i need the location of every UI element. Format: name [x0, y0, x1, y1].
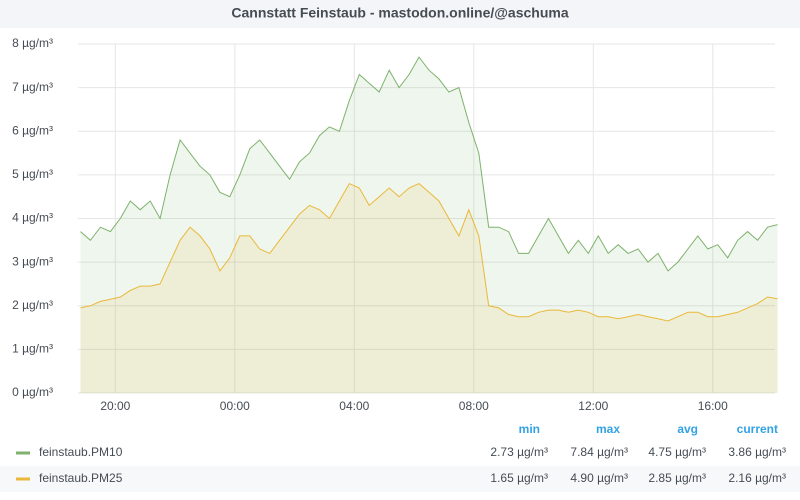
header-bar	[0, 0, 800, 28]
series-line	[80, 182, 778, 322]
area-fill	[80, 57, 778, 393]
legend-value: 4.75 µg/m³	[648, 445, 706, 459]
chart-title: Cannstatt Feinstaub - mastodon.online/@a…	[231, 5, 568, 21]
x-tick-label: 04:00	[339, 399, 369, 413]
legend-column-header: min	[519, 422, 540, 436]
y-tick-label: 3 µg/m³	[12, 254, 53, 268]
legend-value: 2.73 µg/m³	[490, 445, 548, 459]
legend-column-header: current	[737, 422, 778, 436]
y-tick-label: 5 µg/m³	[12, 167, 53, 181]
legend-column-header: max	[596, 422, 620, 436]
x-tick-label: 16:00	[698, 399, 728, 413]
y-tick-label: 0 µg/m³	[12, 385, 53, 399]
legend-value: 7.84 µg/m³	[570, 445, 628, 459]
x-tick-label: 12:00	[578, 399, 608, 413]
legend-value: 3.86 µg/m³	[728, 445, 786, 459]
legend-swatch	[16, 451, 30, 455]
y-tick-label: 7 µg/m³	[12, 80, 53, 94]
legend-row-bg	[0, 466, 800, 492]
legend-value: 4.90 µg/m³	[570, 471, 628, 485]
legend-column-header: avg	[677, 422, 698, 436]
x-tick-label: 00:00	[220, 399, 250, 413]
legend-swatch	[16, 477, 30, 481]
legend-label: feinstaub.PM10	[39, 445, 123, 459]
x-tick-label: 20:00	[100, 399, 130, 413]
series-line	[80, 56, 778, 272]
y-tick-label: 6 µg/m³	[12, 123, 53, 137]
y-tick-label: 4 µg/m³	[12, 211, 53, 225]
y-tick-label: 2 µg/m³	[12, 298, 53, 312]
legend-value: 1.65 µg/m³	[490, 471, 548, 485]
x-tick-label: 08:00	[459, 399, 489, 413]
y-tick-label: 1 µg/m³	[12, 342, 53, 356]
legend-value: 2.85 µg/m³	[648, 471, 706, 485]
legend-value: 2.16 µg/m³	[728, 471, 786, 485]
area-fill	[80, 183, 778, 393]
y-tick-label: 8 µg/m³	[12, 36, 53, 50]
legend-label: feinstaub.PM25	[39, 471, 123, 485]
